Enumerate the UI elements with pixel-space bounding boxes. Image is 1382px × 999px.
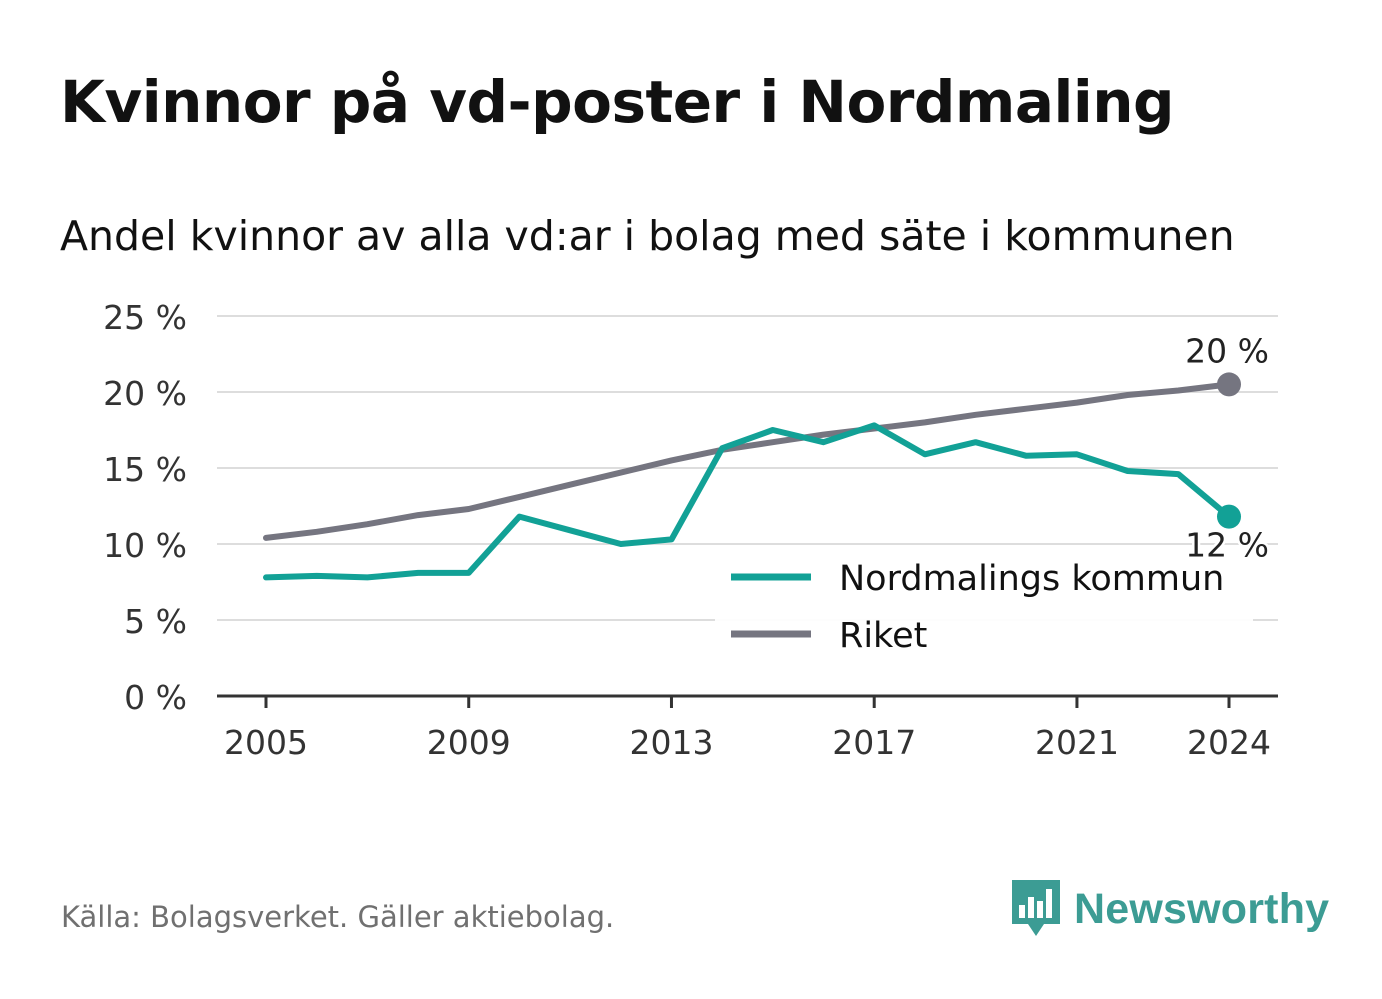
chart-subtitle: Andel kvinnor av alla vd:ar i bolag med …: [60, 212, 1235, 260]
line-chart: 0 %5 %10 %15 %20 %25 % 2005 2009 2013 2017 2…: [103, 298, 1278, 762]
series-end-point: [1217, 372, 1241, 397]
end-label-kommun: 12 %: [1185, 526, 1269, 565]
y-tick-label: 10 %: [103, 526, 187, 565]
legend-label: Riket: [839, 616, 927, 656]
y-axis-tick-labels: 0 % 5 % 10 % 15 % 20 % 25 %: [103, 298, 187, 717]
x-tick-label: 2013: [629, 723, 713, 762]
x-tick-label: 2009: [427, 723, 511, 762]
y-tick-label: 5 %: [124, 602, 187, 641]
end-value-labels: 20 % 12 %: [1183, 331, 1272, 567]
x-tick-label: 2005: [224, 723, 308, 762]
y-tick-label: 20 %: [103, 374, 187, 413]
x-axis-tick-labels: 2005 2009 2013 2017 2021 2024: [224, 696, 1271, 762]
legend-label: Nordmalings kommun: [839, 559, 1224, 599]
brand-name: Newsworthy: [1074, 884, 1330, 933]
chart-title: Kvinnor på vd-poster i Nordmaling: [60, 68, 1175, 136]
series-line-riket: [263, 381, 1232, 541]
y-tick-label: 15 %: [103, 450, 187, 489]
x-tick-label: 2017: [832, 723, 916, 762]
series-lines: [263, 372, 1241, 581]
series-line-nordmalings-kommun: [263, 422, 1232, 581]
x-tick-label: 2021: [1035, 723, 1119, 762]
y-tick-label: 25 %: [103, 298, 187, 337]
source-note: Källa: Bolagsverket. Gäller aktiebolag.: [61, 900, 615, 934]
brand-logo: Newsworthy: [1010, 878, 1329, 940]
y-tick-label: 0 %: [124, 678, 187, 717]
series-end-point: [1217, 504, 1241, 529]
x-tick-label: 2024: [1187, 723, 1271, 762]
legend: Nordmalings kommun Riket: [715, 545, 1253, 656]
bar-chart-speech-bubble-icon: [1012, 880, 1060, 936]
end-label-riket: 20 %: [1185, 331, 1269, 370]
